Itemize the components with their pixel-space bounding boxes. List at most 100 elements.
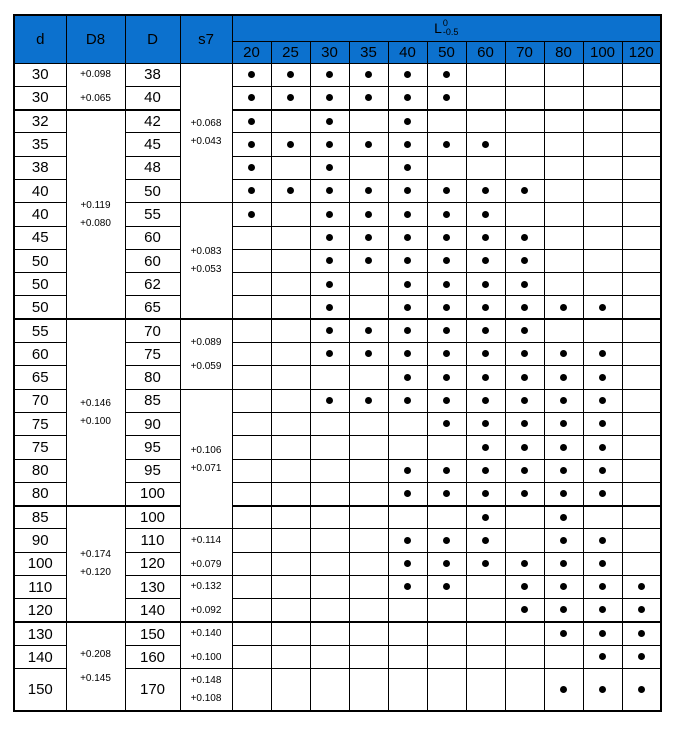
length-availability-cell — [543, 551, 584, 577]
header-length-80: 80 — [543, 40, 584, 64]
length-availability-cell — [582, 575, 623, 600]
length-availability-cell — [504, 458, 545, 483]
availability-dot — [560, 606, 567, 614]
availability-dot — [404, 117, 411, 125]
length-availability-cell — [621, 551, 662, 577]
availability-dot — [637, 606, 645, 614]
length-availability-cell — [465, 365, 506, 390]
table-row: 50 60 — [13, 248, 662, 274]
length-availability-cell — [309, 504, 350, 530]
length-availability-cell — [582, 202, 623, 227]
length-availability-cell — [465, 411, 506, 437]
availability-dot — [599, 606, 606, 614]
length-availability-cell — [504, 644, 545, 670]
length-availability-cell — [426, 504, 467, 530]
availability-dot — [482, 233, 489, 241]
length-availability-cell — [465, 458, 506, 483]
availability-dot — [521, 490, 528, 497]
length-availability-cell — [543, 528, 584, 553]
length-availability-cell — [426, 295, 467, 320]
table-row: 110 130 +0.132 +0.092 — [13, 575, 662, 623]
length-availability-cell — [231, 248, 272, 274]
outer-diameter-cell: 130 — [124, 575, 181, 600]
availability-dot — [404, 303, 411, 311]
availability-dot — [326, 303, 333, 311]
availability-dot — [482, 560, 489, 568]
length-availability-cell — [582, 621, 623, 646]
length-availability-cell — [387, 295, 428, 320]
length-availability-cell — [621, 598, 662, 623]
s7-tolerance-cell: +0.114 +0.079 — [179, 528, 233, 577]
length-availability-cell — [270, 575, 311, 600]
availability-dot — [560, 536, 567, 544]
length-availability-cell — [348, 575, 389, 600]
d8-tolerance-cell: +0.208 +0.145 — [65, 621, 126, 712]
header-length-60: 60 — [465, 40, 506, 64]
availability-dot — [248, 140, 255, 148]
length-availability-cell — [465, 178, 506, 204]
s7-tolerance-cell-upper: +0.148 — [190, 674, 222, 686]
length-availability-cell — [309, 598, 350, 623]
length-availability-cell — [465, 481, 506, 507]
length-availability-cell — [621, 411, 662, 437]
availability-dot — [560, 397, 567, 405]
length-availability-cell — [231, 644, 272, 670]
length-availability-cell — [348, 178, 389, 204]
length-availability-cell — [426, 318, 467, 344]
s7-tolerance-cell-lower: +0.092 — [190, 605, 222, 617]
availability-dot — [443, 140, 450, 148]
length-availability-cell — [231, 108, 272, 134]
s7-tolerance-cell-upper: +0.089 — [190, 336, 222, 348]
d8-tolerance-cell-lower: +0.120 — [80, 567, 111, 579]
length-availability-cell — [582, 155, 623, 180]
length-availability-cell — [543, 318, 584, 344]
length-availability-cell — [231, 202, 272, 227]
length-availability-cell — [426, 644, 467, 670]
availability-dot — [443, 327, 450, 335]
availability-dot — [443, 420, 450, 428]
length-availability-cell — [465, 342, 506, 367]
length-availability-cell — [348, 528, 389, 553]
length-availability-cell — [582, 342, 623, 367]
length-availability-cell — [270, 668, 311, 712]
length-availability-cell — [465, 318, 506, 344]
availability-dot — [521, 303, 528, 311]
header-length-120: 120 — [621, 40, 662, 64]
availability-dot — [599, 350, 606, 358]
availability-dot — [599, 373, 606, 381]
length-availability-cell — [231, 342, 272, 367]
length-availability-cell — [582, 62, 623, 87]
length-availability-cell — [582, 528, 623, 553]
outer-diameter-cell: 150 — [124, 621, 181, 646]
d8-tolerance-cell-lower: +0.145 — [80, 672, 111, 684]
table-body: 30 +0.098 +0.065 38 +0.068 +0.043 30 40 32 +0.119… — [13, 62, 662, 712]
length-availability-cell — [387, 388, 428, 413]
availability-dot — [404, 397, 411, 405]
s7-tolerance-cell-lower: +0.043 — [190, 136, 222, 148]
length-availability-cell — [582, 295, 623, 320]
d8-tolerance-cell-upper: +0.174 — [80, 549, 111, 561]
table-row: 38 48 — [13, 155, 662, 180]
d-value-cell: 60 — [13, 342, 67, 367]
length-availability-cell — [621, 388, 662, 413]
d-value-cell: 140 — [13, 644, 67, 670]
length-availability-cell — [348, 481, 389, 507]
length-availability-cell — [504, 598, 545, 623]
s7-tolerance-cell: +0.132 +0.092 — [179, 575, 233, 623]
table-row: 40 55 +0.083 +0.053 — [13, 202, 662, 320]
d-value-cell: 32 — [13, 108, 67, 134]
length-availability-cell — [621, 668, 662, 712]
length-availability-cell — [309, 318, 350, 344]
length-availability-cell — [270, 411, 311, 437]
table-row: 130 +0.208 +0.145 150 +0.140 +0.100 — [13, 621, 662, 712]
availability-dot — [482, 140, 489, 148]
outer-diameter-cell: 100 — [124, 481, 181, 507]
length-availability-cell — [504, 575, 545, 600]
length-availability-cell — [231, 272, 272, 297]
availability-dot — [521, 560, 528, 568]
availability-dot — [482, 350, 489, 358]
s7-tolerance-cell-upper: +0.132 — [190, 581, 222, 593]
availability-dot — [521, 280, 528, 288]
length-availability-cell — [621, 202, 662, 227]
length-availability-cell — [270, 388, 311, 413]
